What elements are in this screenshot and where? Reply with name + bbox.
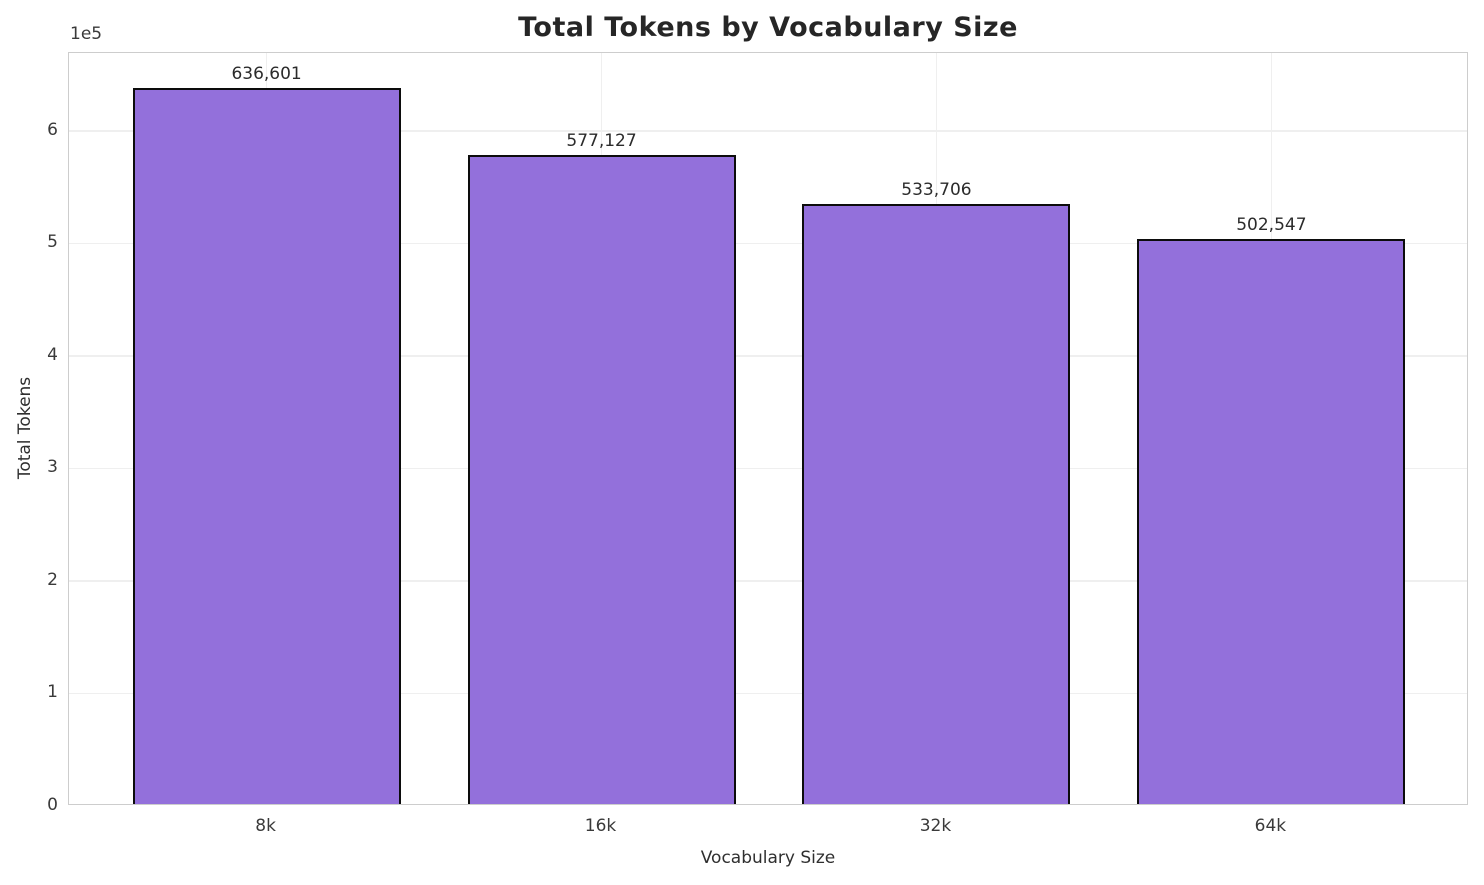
bar-value-label: 636,601 <box>231 63 302 84</box>
x-axis-label: Vocabulary Size <box>700 848 836 868</box>
y-axis-offset-label: 1e5 <box>70 24 103 44</box>
y-tick-label: 2 <box>47 569 58 590</box>
h-gridline <box>69 130 1467 132</box>
bar-value-label: 533,706 <box>901 179 972 200</box>
bar-32k <box>802 203 1071 804</box>
bar-16k <box>467 154 736 804</box>
bar-value-label: 502,547 <box>1236 214 1307 235</box>
h-gridline <box>69 355 1467 357</box>
plot-area: 636,601 577,127 533,706 502,547 <box>68 52 1468 805</box>
h-gridline <box>69 580 1467 582</box>
y-tick-label: 1 <box>47 682 58 703</box>
h-gridline <box>69 467 1467 470</box>
y-tick-label: 4 <box>47 344 58 365</box>
x-tick-label-32k: 32k <box>919 816 952 836</box>
h-gridline <box>69 692 1467 695</box>
bar-value-label: 577,127 <box>566 130 637 151</box>
y-tick-label: 6 <box>47 119 58 140</box>
x-tick-label-16k: 16k <box>584 816 617 836</box>
x-tick-label-8k: 8k <box>255 816 276 836</box>
bar-64k <box>1137 238 1406 804</box>
y-tick-label: 3 <box>47 457 58 478</box>
y-tick-label: 0 <box>47 795 58 815</box>
h-gridline <box>69 242 1467 245</box>
chart-title: Total Tokens by Vocabulary Size <box>518 12 1018 43</box>
bar-8k <box>132 87 401 804</box>
y-tick-label: 5 <box>47 232 58 253</box>
x-tick-label-64k: 64k <box>1254 816 1287 836</box>
